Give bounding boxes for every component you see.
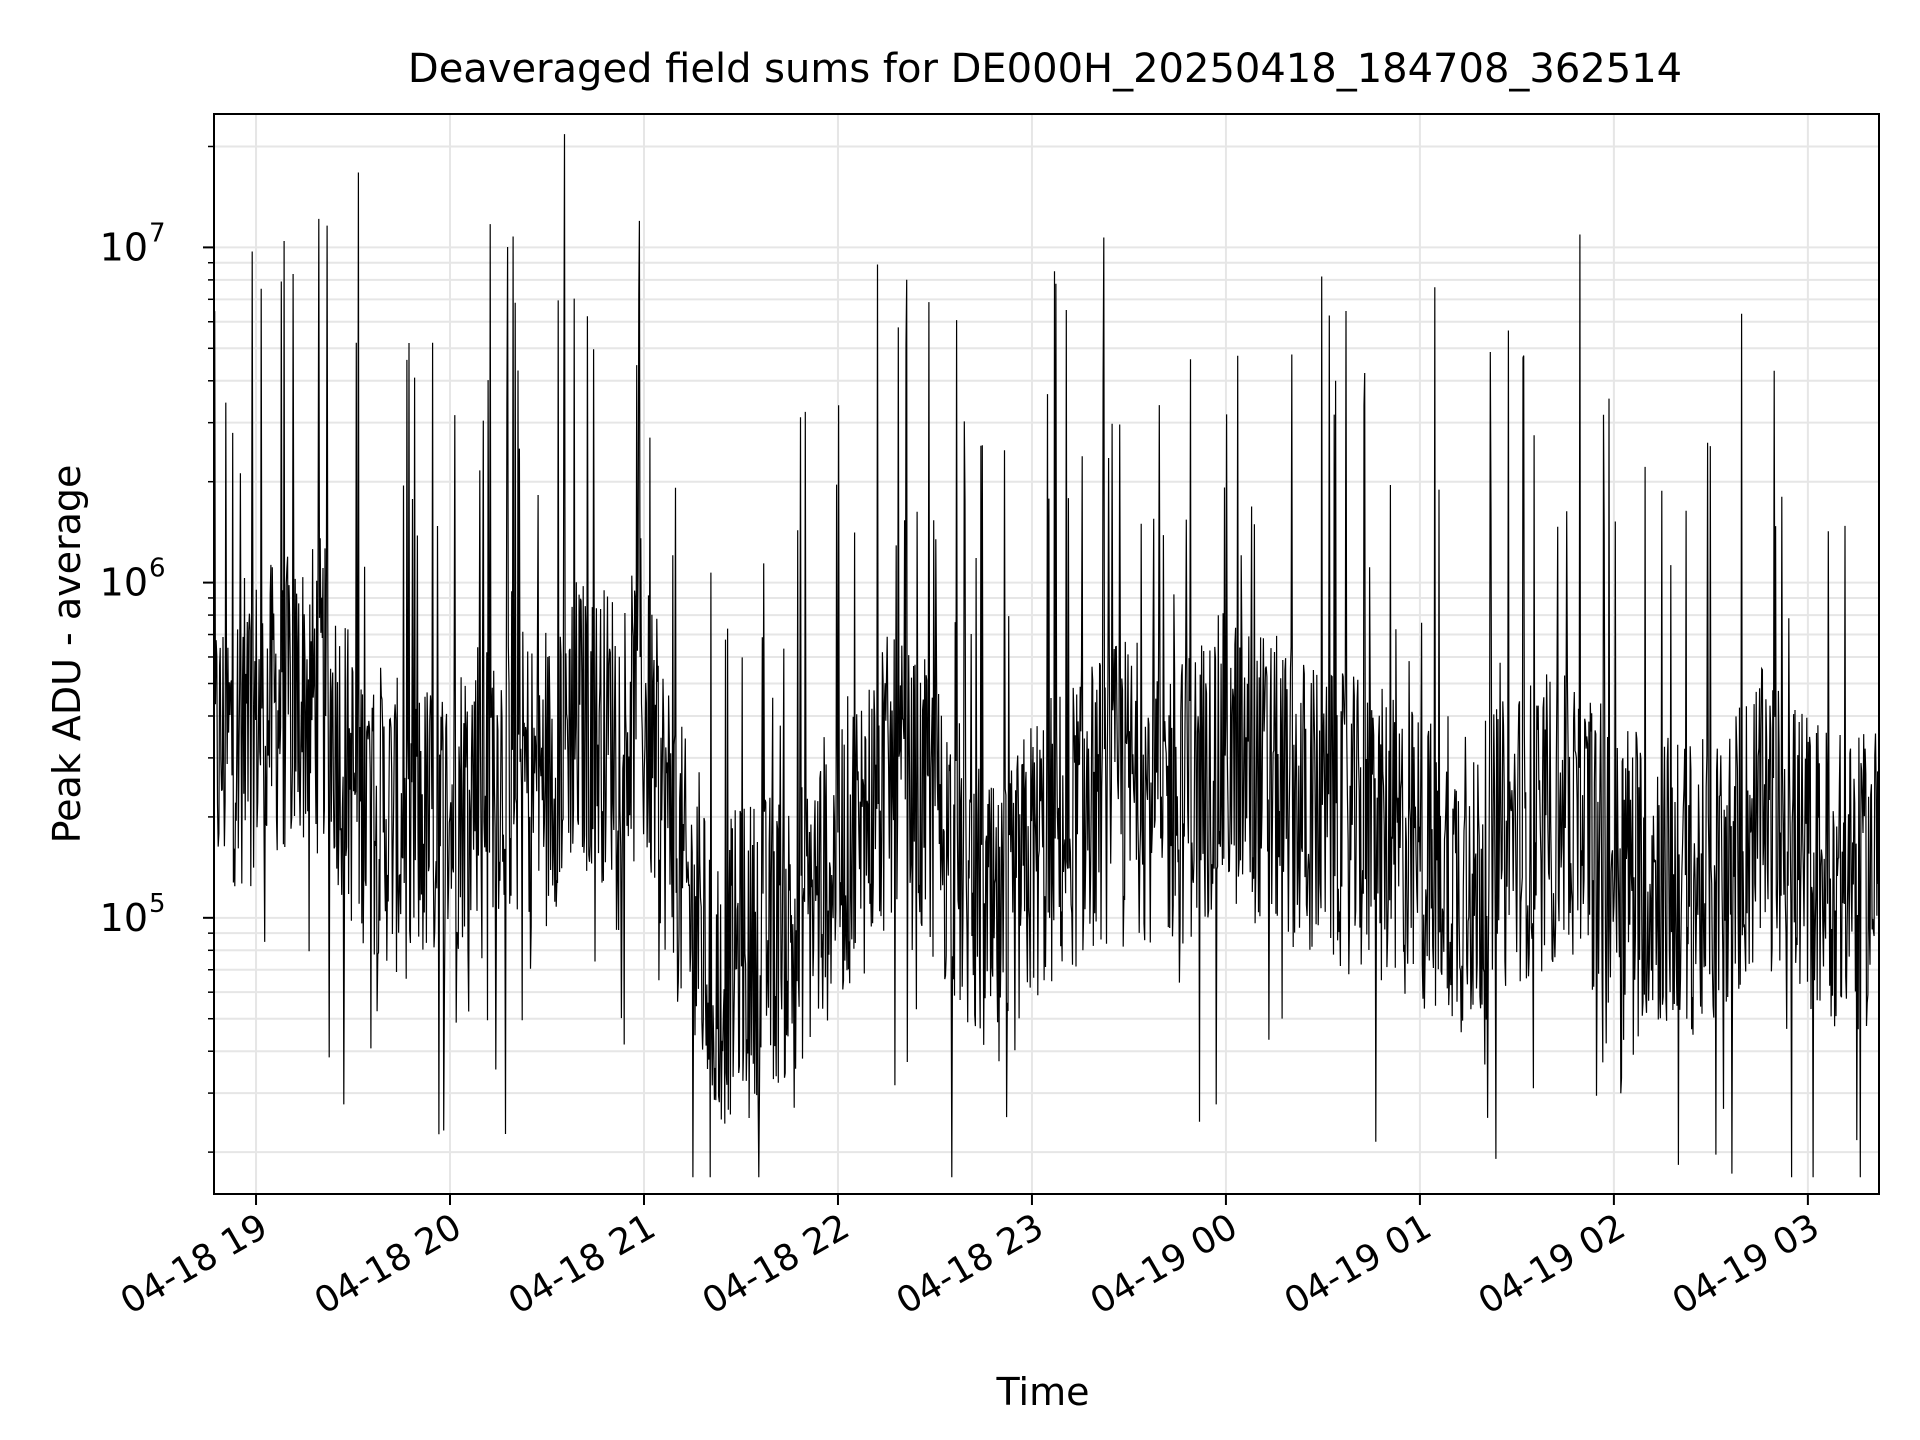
y-axis-label: Peak ADU - average <box>45 465 89 844</box>
y-tick-exponent: 5 <box>149 889 166 919</box>
y-tick-label: 10 <box>100 561 148 605</box>
x-axis-label: Time <box>996 1370 1090 1414</box>
chart-title: Deaveraged field sums for DE000H_2025041… <box>408 46 1682 92</box>
y-tick-exponent: 7 <box>149 218 166 248</box>
series-line <box>214 134 1879 1178</box>
y-tick-label: 10 <box>100 896 148 940</box>
y-tick-label: 10 <box>100 225 148 269</box>
plot-frame <box>213 113 1880 1195</box>
y-tick-exponent: 6 <box>149 554 166 584</box>
